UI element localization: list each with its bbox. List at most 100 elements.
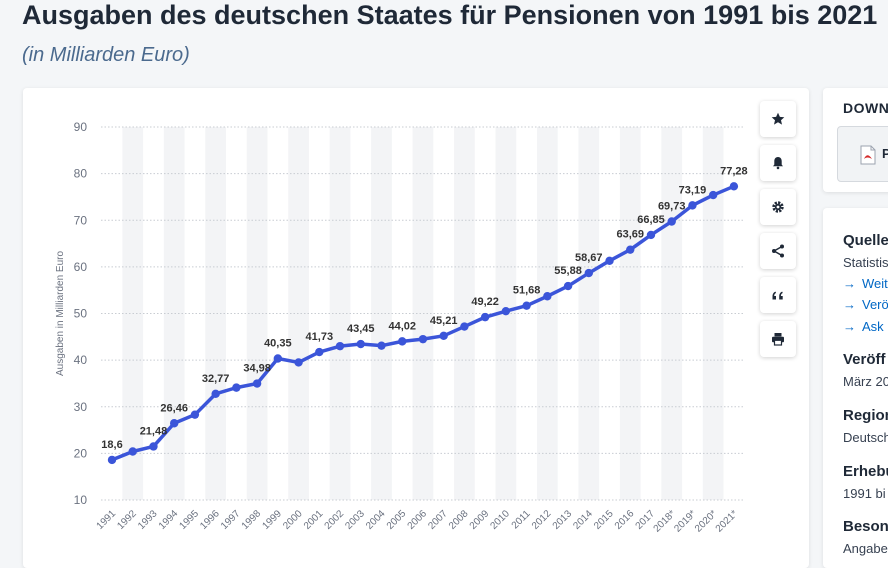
y-tick-label: 70 — [74, 213, 88, 227]
data-point — [335, 341, 345, 351]
x-tick-label: 2005 — [385, 508, 409, 532]
special-heading: Beson — [843, 518, 888, 535]
more-info-link[interactable]: → Weit — [843, 276, 888, 291]
data-point — [688, 201, 697, 210]
x-tick-label: 2016 — [613, 508, 637, 532]
arrow-right-icon: → — [843, 297, 856, 312]
x-tick-label: 1996 — [198, 508, 222, 532]
x-tick-label: 2004 — [364, 508, 388, 532]
y-axis-title: Ausgaben in Milliarden Euro — [55, 251, 66, 377]
data-label: 49,22 — [471, 296, 499, 308]
data-point — [377, 341, 386, 350]
y-tick-label: 60 — [74, 260, 88, 274]
data-point — [605, 256, 614, 266]
data-point — [646, 230, 656, 240]
data-point — [522, 301, 531, 310]
download-heading: DOWN — [843, 100, 888, 116]
data-label: 73,19 — [679, 184, 707, 196]
data-label: 41,73 — [306, 331, 334, 343]
y-tick-label: 30 — [74, 400, 88, 414]
share-button[interactable] — [760, 233, 796, 269]
page-subtitle: (in Milliarden Euro) — [22, 44, 190, 66]
data-point — [107, 455, 117, 465]
cite-button[interactable] — [760, 277, 796, 313]
x-tick-label: 2012 — [530, 508, 554, 532]
x-tick-label: 1995 — [178, 508, 202, 532]
x-tick-label: 2000 — [281, 508, 305, 532]
pdf-label: P — [882, 146, 888, 161]
x-tick-label: 2020* — [693, 508, 719, 534]
x-tick-label: 2011 — [510, 508, 533, 531]
column-band — [288, 127, 309, 500]
data-point — [128, 447, 137, 456]
data-point — [315, 347, 324, 357]
data-point — [543, 292, 552, 301]
ask-link[interactable]: → Ask — [843, 319, 884, 334]
x-tick-label: 2003 — [343, 508, 367, 532]
column-band — [702, 127, 724, 500]
settings-button[interactable] — [760, 189, 796, 225]
print-button[interactable] — [760, 321, 796, 357]
x-tick-label: 2007 — [426, 508, 450, 532]
data-point — [211, 389, 220, 399]
print-icon — [772, 333, 784, 346]
x-tick-label: 2006 — [406, 508, 430, 532]
x-tick-label: 1997 — [219, 508, 243, 532]
x-tick-label: 1998 — [240, 508, 264, 532]
quote-icon — [772, 291, 783, 300]
info-card: Quelle Statistis → Weit → Verö → Ask Veröff… — [823, 208, 888, 568]
star-icon — [771, 112, 785, 125]
data-point — [439, 331, 448, 341]
data-label: 77,28 — [720, 165, 748, 177]
arrow-right-icon: → — [843, 319, 856, 334]
survey-text: 1991 bi — [843, 486, 886, 501]
y-tick-label: 90 — [74, 120, 88, 134]
data-point — [667, 217, 676, 226]
data-label: 40,35 — [264, 337, 292, 349]
data-point — [273, 354, 283, 363]
survey-heading: Erhebu — [843, 463, 888, 480]
column-band — [412, 127, 434, 500]
column-band — [454, 127, 475, 500]
data-label: 44,02 — [388, 320, 416, 332]
data-point — [460, 322, 469, 331]
gear-icon — [772, 201, 784, 213]
y-tick-label: 80 — [74, 167, 88, 181]
data-label: 34,98 — [243, 363, 271, 375]
favorite-button[interactable] — [760, 101, 796, 137]
data-point — [626, 245, 635, 254]
data-point — [294, 358, 303, 367]
x-tick-label: 1999 — [260, 508, 284, 532]
x-tick-label: 2009 — [468, 508, 492, 532]
publish-link[interactable]: → Verö — [843, 297, 888, 312]
x-tick-label: 1994 — [157, 508, 181, 532]
data-label: 51,68 — [513, 285, 541, 297]
data-point — [190, 410, 200, 419]
column-band — [163, 127, 185, 500]
x-tick-label: 1991 — [95, 508, 119, 532]
line-chart: 10 20 30 40 50 60 70 80 90 Ausgaben in Milliarden… — [55, 120, 748, 535]
share-icon — [772, 244, 784, 258]
data-point — [169, 419, 179, 428]
pdf-file-icon — [860, 145, 876, 165]
arrow-right-icon: → — [843, 276, 856, 291]
pdf-download-button[interactable]: P — [837, 126, 888, 182]
data-point — [356, 339, 365, 349]
y-tick-label: 50 — [74, 307, 88, 321]
data-point — [480, 312, 490, 322]
region-text: Deutsch — [843, 430, 888, 445]
data-label: 18,6 — [101, 439, 122, 451]
column-band — [536, 127, 558, 500]
x-tick-label: 2010 — [488, 508, 512, 532]
column-band — [246, 127, 268, 500]
published-text: März 20 — [843, 374, 888, 389]
source-text: Statistis — [843, 255, 888, 270]
x-tick-label: 2008 — [447, 508, 471, 532]
data-point — [252, 379, 262, 388]
x-tick-label: 2018* — [652, 508, 678, 534]
published-heading: Veröff — [843, 351, 886, 368]
data-label: 26,46 — [160, 402, 188, 414]
y-tick-label: 40 — [74, 353, 88, 367]
page-title: Ausgaben des deutschen Staates für Pensi… — [22, 0, 878, 30]
notification-button[interactable] — [760, 145, 796, 181]
